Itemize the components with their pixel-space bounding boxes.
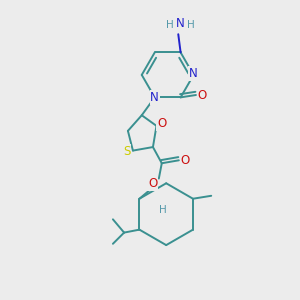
Text: N: N	[150, 91, 159, 104]
Text: H: H	[159, 205, 167, 215]
Text: O: O	[181, 154, 190, 167]
Text: H: H	[187, 20, 195, 30]
Text: H: H	[166, 20, 174, 30]
Text: O: O	[198, 88, 207, 101]
Text: S: S	[123, 145, 130, 158]
Text: O: O	[148, 177, 158, 190]
Text: O: O	[157, 117, 167, 130]
Text: N: N	[189, 67, 198, 80]
Text: N: N	[176, 16, 185, 29]
